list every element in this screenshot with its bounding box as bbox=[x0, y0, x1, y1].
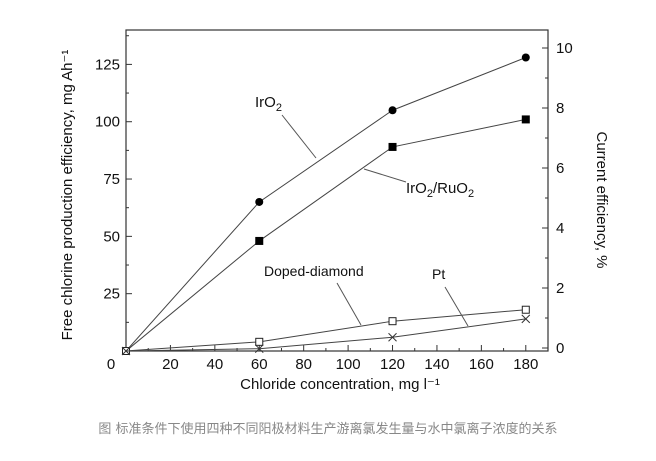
x-axis-label: Chloride concentration, mg l⁻¹ bbox=[240, 376, 440, 393]
leader-pt bbox=[444, 286, 469, 327]
series-iro2-ruo2-point bbox=[388, 142, 397, 151]
series-iro2-point bbox=[521, 53, 530, 62]
series-iro2-point bbox=[388, 106, 397, 115]
series-doped-diamond-line bbox=[125, 309, 526, 352]
series-iro2-line bbox=[125, 57, 526, 352]
x-tick-label: 80 bbox=[295, 356, 312, 373]
x-tick-label: 160 bbox=[469, 356, 494, 373]
series-pt-point bbox=[121, 346, 131, 356]
leader-doped-diamond bbox=[336, 282, 362, 326]
y-tick-label: 50 bbox=[103, 228, 120, 245]
x-tick-label: 0 bbox=[107, 356, 115, 373]
cross-mark bbox=[388, 332, 397, 342]
y-tick-label: 100 bbox=[95, 114, 120, 131]
series-doped-diamond-point bbox=[521, 305, 530, 314]
series-label-pt: Pt bbox=[432, 266, 445, 282]
y-tick-label: 125 bbox=[95, 56, 120, 73]
series-pt-point bbox=[254, 344, 264, 354]
series-pt-point bbox=[521, 314, 531, 324]
series-doped-diamond-point bbox=[388, 317, 397, 326]
series-iro2-ruo2-point bbox=[255, 236, 264, 245]
y2-tick-label: 4 bbox=[556, 220, 564, 237]
leader-iro2-ruo2 bbox=[363, 168, 407, 183]
y-tick-label: 75 bbox=[103, 171, 120, 188]
x-tick-label: 140 bbox=[424, 356, 449, 373]
cross-mark bbox=[254, 344, 264, 354]
y2-axis-label: Current efficiency, % bbox=[593, 132, 610, 269]
series-iro2-point bbox=[255, 197, 264, 206]
leader-iro2 bbox=[281, 114, 317, 159]
x-tick-label: 20 bbox=[162, 356, 179, 373]
series-iro2-ruo2-line bbox=[125, 118, 526, 352]
x-tick-label: 120 bbox=[380, 356, 405, 373]
y2-tick-label: 2 bbox=[556, 280, 564, 297]
figure-caption: 图 标准条件下使用四种不同阳极材料生产游离氯发生量与水中氯离子浓度的关系 bbox=[98, 422, 558, 437]
cross-mark bbox=[121, 346, 131, 356]
series-iro2-ruo2-point bbox=[521, 115, 530, 124]
series-doped-diamond-point bbox=[255, 337, 264, 346]
series-label-doped-diamond: Doped-diamond bbox=[264, 263, 364, 279]
series-pt-line bbox=[125, 318, 526, 352]
x-tick-label: 40 bbox=[206, 356, 223, 373]
series-label-iro2: IrO2 bbox=[255, 94, 282, 114]
plot-frame bbox=[125, 29, 549, 352]
y2-tick-label: 8 bbox=[556, 100, 564, 117]
y-axis-label: Free chlorine production efficiency, mg … bbox=[59, 50, 76, 341]
series-label-iro2-ruo2: IrO2/RuO2 bbox=[406, 180, 474, 200]
y-tick-label: 25 bbox=[103, 286, 120, 303]
x-tick-label: 180 bbox=[513, 356, 538, 373]
x-tick-label: 60 bbox=[251, 356, 268, 373]
y2-tick-label: 0 bbox=[556, 340, 564, 357]
cross-mark bbox=[521, 314, 531, 324]
series-pt-point bbox=[388, 332, 397, 342]
y2-tick-label: 6 bbox=[556, 160, 564, 177]
x-tick-label: 100 bbox=[336, 356, 361, 373]
y2-tick-label: 10 bbox=[556, 40, 573, 57]
